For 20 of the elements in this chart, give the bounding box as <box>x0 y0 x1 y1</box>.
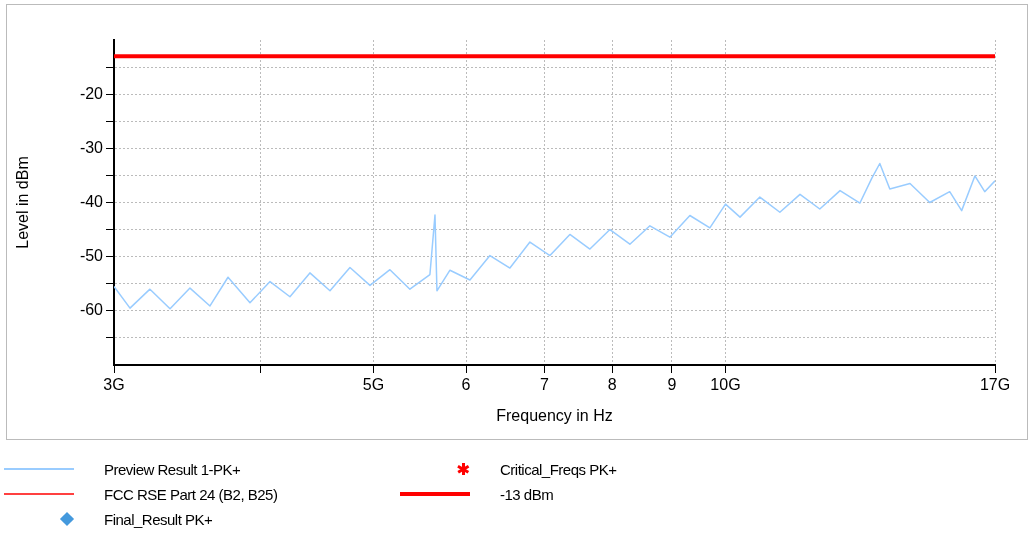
x-tick-label: 6 <box>461 376 471 394</box>
y-tick-label: -60 <box>79 301 104 319</box>
legend-label: Final_Result PK+ <box>104 510 213 528</box>
y-tick-label: -30 <box>79 138 104 156</box>
x-axis-title: Frequency in Hz <box>496 406 613 424</box>
y-axis-title: Level in dBm <box>14 156 32 249</box>
x-tick-label: 8 <box>607 376 617 394</box>
legend-label: Critical_Freqs PK+ <box>500 460 617 478</box>
x-tick-label: 3G <box>103 376 125 394</box>
legend-label: Preview Result 1-PK+ <box>104 460 241 478</box>
y-tick-label: -40 <box>79 192 104 210</box>
legend-label: FCC RSE Part 24 (B2, B25) <box>104 485 278 503</box>
y-tick-label: -20 <box>79 84 104 102</box>
y-tick-label: -50 <box>79 247 104 265</box>
x-tick-label: 17G <box>979 376 1011 394</box>
x-tick-label: 7 <box>539 376 549 394</box>
x-tick-label: 9 <box>667 376 677 394</box>
x-tick-label: 5G <box>362 376 385 394</box>
x-tick-label: 10G <box>710 376 741 394</box>
legend-label: -13 dBm <box>500 485 554 503</box>
